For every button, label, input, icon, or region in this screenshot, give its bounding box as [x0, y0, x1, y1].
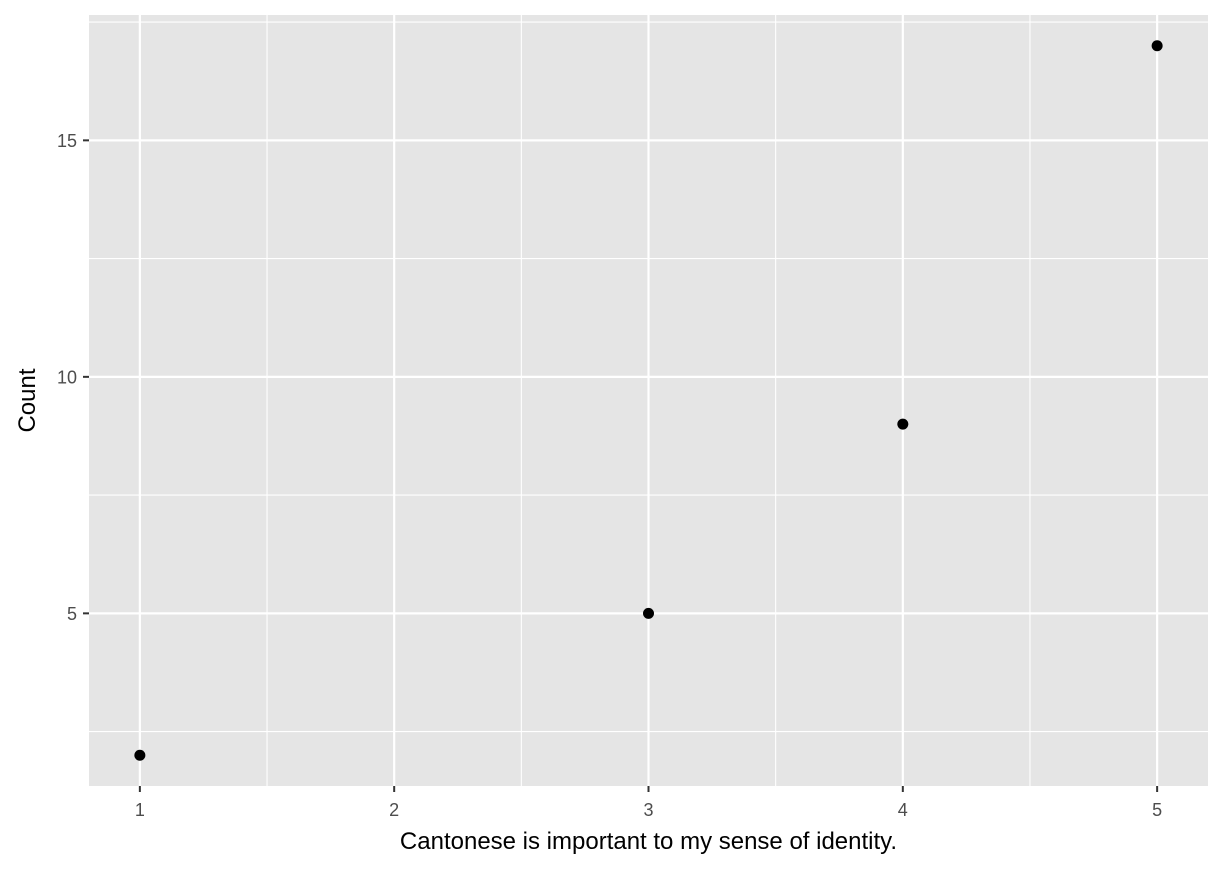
data-point — [643, 607, 654, 619]
x-tick-label: 1 — [135, 800, 145, 820]
y-tick-label: 10 — [57, 367, 77, 387]
data-points — [134, 40, 1163, 761]
y-tick-label: 5 — [67, 604, 77, 624]
data-point — [897, 418, 909, 430]
axis-tick-labels: 1 2 3 4 5 5 10 15 — [57, 131, 1162, 820]
x-tick-label: 5 — [1152, 800, 1162, 820]
y-tick-label: 15 — [57, 131, 77, 151]
y-axis-title: Count — [14, 368, 41, 432]
data-point — [1151, 40, 1163, 52]
x-tick-label: 3 — [643, 800, 653, 820]
x-tick-label: 4 — [898, 800, 908, 820]
x-tick-label: 2 — [389, 800, 399, 820]
axis-ticks — [83, 139, 1159, 792]
data-point — [134, 749, 146, 761]
x-axis-title: Cantonese is important to my sense of id… — [400, 828, 897, 855]
